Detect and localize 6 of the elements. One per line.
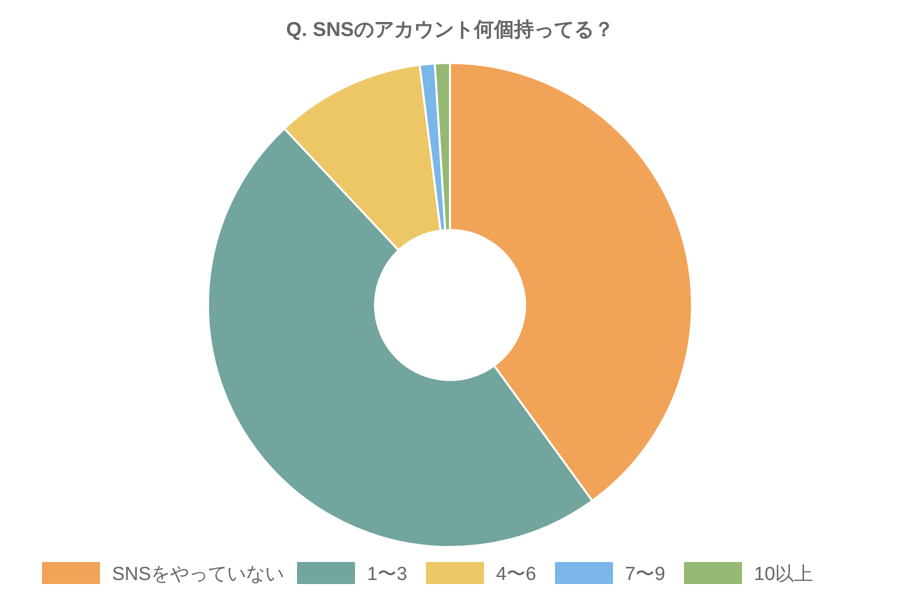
legend-label: 10以上 (754, 564, 814, 585)
legend-label: SNSをやっていない (112, 564, 284, 585)
legend-label: 7〜9 (625, 564, 666, 585)
legend-label: 1〜3 (367, 564, 408, 585)
legend-label: 4〜6 (496, 564, 536, 585)
chart-title: Q. SNSのアカウント何個持ってる？ (286, 19, 614, 41)
